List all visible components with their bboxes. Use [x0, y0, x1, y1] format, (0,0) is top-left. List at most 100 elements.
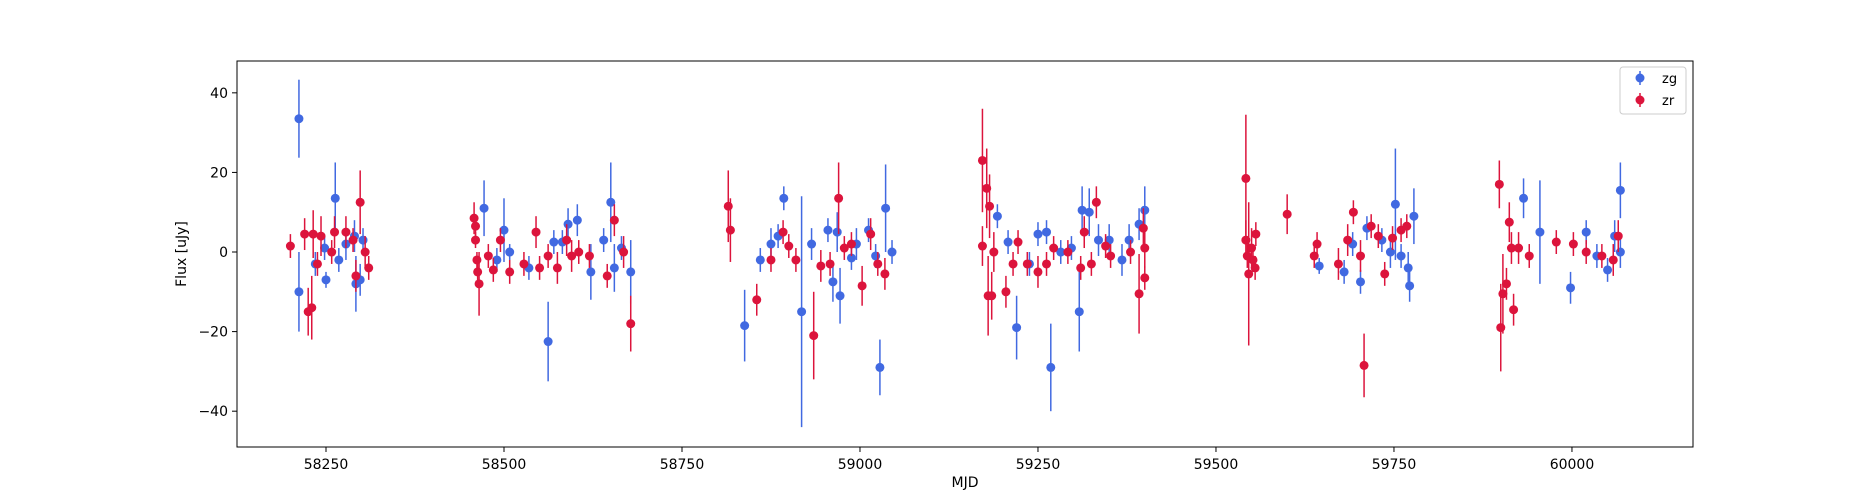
data-point	[626, 240, 636, 304]
data-point	[1008, 252, 1018, 276]
data-point	[1388, 226, 1398, 251]
data-marker	[1568, 239, 1578, 249]
data-point	[330, 216, 340, 249]
data-point	[549, 230, 559, 254]
data-point	[619, 236, 629, 268]
data-marker	[985, 201, 995, 211]
data-point	[1244, 202, 1254, 346]
data-point	[1613, 220, 1623, 253]
data-marker	[871, 251, 881, 261]
data-point	[1396, 218, 1406, 243]
data-point	[1343, 224, 1353, 256]
x-tick-label: 60000	[1550, 457, 1595, 473]
data-marker	[1033, 267, 1043, 277]
data-marker	[1494, 179, 1504, 189]
data-marker	[294, 287, 304, 297]
data-point	[320, 236, 330, 260]
data-marker	[321, 275, 331, 285]
data-marker	[1343, 235, 1353, 245]
data-marker	[505, 267, 515, 277]
data-point	[535, 255, 545, 280]
data-point	[1076, 255, 1086, 280]
data-marker	[1498, 289, 1508, 299]
data-point	[327, 240, 337, 264]
data-point	[495, 228, 505, 253]
data-marker	[766, 255, 776, 265]
y-tick-label: 40	[210, 86, 228, 102]
data-point	[873, 252, 883, 276]
data-marker	[1248, 255, 1258, 265]
data-point	[505, 259, 515, 284]
data-point	[1519, 178, 1529, 219]
data-marker	[1409, 211, 1419, 221]
data-marker	[307, 303, 317, 313]
data-marker	[857, 281, 867, 291]
data-marker	[294, 114, 304, 124]
data-point	[1093, 224, 1103, 256]
data-point	[307, 275, 317, 340]
data-point	[1409, 188, 1419, 245]
data-point	[609, 244, 619, 292]
data-marker	[1385, 247, 1395, 257]
x-tick-label: 59500	[1194, 457, 1239, 473]
data-marker	[549, 237, 559, 247]
data-marker	[1091, 197, 1101, 207]
data-marker	[1366, 221, 1376, 231]
data-marker	[1012, 323, 1022, 333]
data-point	[797, 196, 807, 428]
data-marker	[471, 235, 481, 245]
data-marker	[599, 235, 609, 245]
x-tick-label: 59000	[838, 457, 883, 473]
data-point	[1049, 236, 1059, 260]
data-marker	[606, 197, 616, 207]
data-point	[1603, 257, 1613, 282]
data-marker	[1247, 243, 1257, 253]
data-point	[755, 248, 765, 272]
data-marker	[1608, 255, 1618, 265]
data-point	[348, 228, 358, 253]
data-marker	[1003, 237, 1013, 247]
data-marker	[312, 259, 322, 269]
data-marker	[1581, 227, 1591, 237]
data-marker	[483, 251, 493, 261]
data-marker	[469, 213, 479, 223]
data-point	[505, 244, 515, 260]
data-marker	[1124, 235, 1134, 245]
data-point	[1501, 267, 1511, 300]
data-marker	[1380, 269, 1390, 279]
data-point	[740, 289, 750, 362]
data-marker	[1140, 273, 1150, 283]
data-marker	[1603, 265, 1613, 275]
data-marker	[341, 227, 351, 237]
data-marker	[471, 221, 481, 231]
data-point	[807, 228, 817, 260]
data-marker	[1356, 251, 1366, 261]
data-marker	[316, 231, 326, 241]
legend-entry-zr: zr	[1635, 93, 1675, 109]
data-marker	[846, 253, 856, 263]
data-marker	[766, 239, 776, 249]
data-points	[285, 79, 1625, 428]
data-point	[1117, 244, 1127, 276]
data-marker	[348, 235, 358, 245]
data-marker	[1056, 247, 1066, 257]
data-point	[1615, 162, 1625, 219]
data-point	[835, 267, 845, 324]
data-marker	[807, 239, 817, 249]
data-marker	[495, 235, 505, 245]
data-point	[543, 301, 553, 382]
x-axis: 58250 58500 58750 59000 59250 59500 59750 60000	[304, 447, 1595, 473]
data-point	[479, 180, 489, 237]
data-point	[1091, 186, 1101, 219]
data-marker	[1615, 247, 1625, 257]
data-marker	[1356, 277, 1366, 287]
data-point	[839, 236, 849, 260]
x-tick-label: 59250	[1016, 457, 1061, 473]
data-point	[308, 210, 318, 258]
data-marker	[285, 241, 295, 251]
data-marker	[887, 247, 897, 257]
data-marker	[752, 295, 762, 305]
data-marker	[834, 193, 844, 203]
data-point	[1079, 216, 1089, 249]
data-point	[1063, 240, 1073, 264]
